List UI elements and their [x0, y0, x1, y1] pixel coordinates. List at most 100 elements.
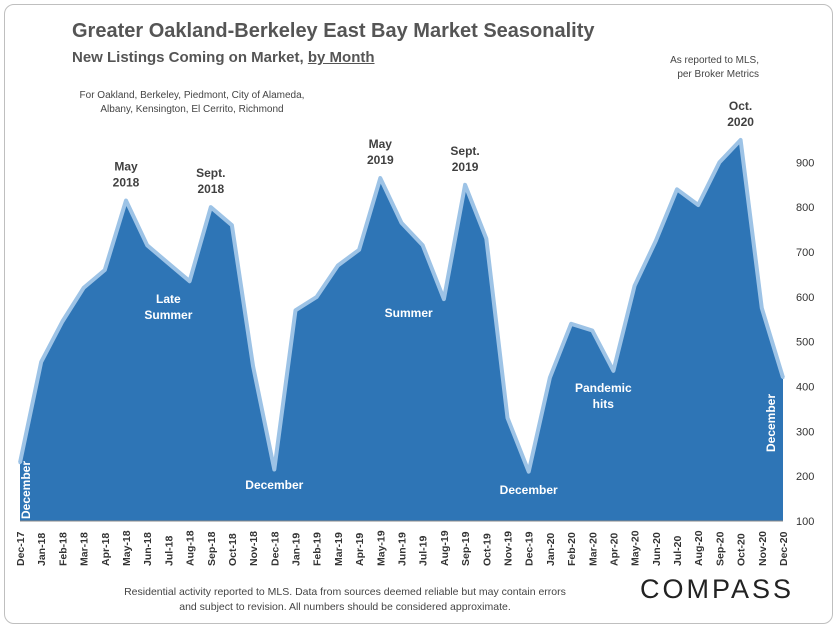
- annotation-label: May: [114, 160, 138, 174]
- x-tick-label: Nov-18: [248, 531, 260, 566]
- y-tick-label: 800: [796, 202, 814, 214]
- annotation-label: 2020: [727, 115, 754, 129]
- x-tick-label: Aug-18: [185, 530, 197, 566]
- x-tick-label: Sep-20: [714, 531, 726, 566]
- data-point: [484, 237, 488, 241]
- x-tick-label: Oct-20: [736, 533, 748, 566]
- y-tick-label: 600: [796, 292, 814, 304]
- x-tick-label: Aug-19: [439, 530, 451, 566]
- x-tick-label: Oct-19: [481, 533, 493, 566]
- cities-note-line: Albany, Kensington, El Cerrito, Richmond: [100, 104, 284, 115]
- data-point: [230, 223, 234, 227]
- annotation-label: December: [500, 483, 558, 497]
- y-tick-label: 200: [796, 471, 814, 483]
- series-area: [20, 140, 783, 521]
- x-tick-label: Jun-19: [397, 532, 409, 566]
- y-tick-label: 700: [796, 247, 814, 259]
- x-tick-label: Jun-18: [142, 532, 154, 566]
- data-point: [145, 243, 149, 247]
- x-tick-label: May-18: [121, 530, 133, 566]
- data-point: [315, 295, 319, 299]
- x-tick-label: Dec-19: [524, 531, 536, 566]
- source-note-line: per Broker Metrics: [677, 69, 759, 80]
- annotation-label: 2018: [197, 182, 224, 196]
- data-point: [548, 376, 552, 380]
- data-point: [569, 322, 573, 326]
- chart-subtitle: New Listings Coming on Market, by Month: [72, 49, 375, 66]
- annotation-label: Summer: [385, 306, 433, 320]
- x-tick-label: Jul-20: [672, 535, 684, 566]
- data-point: [60, 320, 64, 323]
- x-tick-label: Feb-18: [57, 532, 69, 566]
- x-tick-label: Mar-18: [79, 532, 91, 566]
- x-tick-label: Jan-20: [545, 533, 557, 566]
- x-tick-label: Jul-19: [418, 535, 430, 566]
- x-tick-label: May-19: [375, 530, 387, 566]
- annotation-label: 2019: [452, 160, 479, 174]
- y-tick-label: 900: [796, 157, 814, 169]
- data-point: [18, 461, 22, 465]
- annotation-label: hits: [593, 397, 615, 411]
- data-point: [166, 261, 170, 265]
- x-tick-label: Dec-20: [778, 531, 790, 566]
- annotation-label: 2019: [367, 153, 394, 167]
- data-point: [82, 286, 86, 290]
- x-tick-label: Dec-18: [269, 531, 281, 566]
- data-point: [103, 268, 107, 272]
- x-tick-label: Mar-20: [587, 532, 599, 566]
- compass-logo: COMPASS: [640, 574, 795, 604]
- data-point: [124, 199, 128, 202]
- data-point: [357, 248, 361, 252]
- subtitle-link[interactable]: by Month: [307, 49, 375, 66]
- data-point: [633, 284, 637, 288]
- data-point: [272, 468, 276, 471]
- data-point: [506, 416, 509, 420]
- x-tick-label: Feb-20: [566, 532, 578, 566]
- x-tick-label: Sep-18: [206, 531, 218, 566]
- y-tick-label: 500: [796, 337, 814, 349]
- data-point: [442, 297, 446, 301]
- x-tick-label: Oct-18: [227, 533, 239, 566]
- annotation-label: Sept.: [196, 166, 225, 180]
- x-tick-label: Jan-18: [36, 533, 48, 566]
- data-point: [696, 203, 700, 207]
- y-tick-label: 400: [796, 382, 814, 394]
- annotation-label: Late: [156, 292, 181, 306]
- y-tick-label: 300: [796, 426, 814, 438]
- annotation-label: Oct.: [729, 99, 752, 113]
- x-tick-label: Jul-18: [163, 535, 175, 566]
- data-point: [209, 205, 213, 209]
- data-point: [739, 138, 743, 142]
- annotation-label: December: [764, 394, 778, 452]
- annotation-label: Pandemic: [575, 381, 632, 395]
- annotation-label: December: [245, 478, 303, 492]
- data-point: [400, 221, 403, 225]
- data-point: [39, 360, 43, 364]
- x-tick-label: Nov-20: [757, 531, 769, 566]
- footer-note-line: and subject to revision. All numbers sho…: [179, 601, 511, 613]
- annotation-label: 2018: [113, 176, 140, 190]
- cities-note-line: For Oakland, Berkeley, Piedmont, City of…: [79, 90, 305, 101]
- x-tick-label: Apr-18: [100, 533, 112, 566]
- x-tick-label: Feb-19: [312, 532, 324, 566]
- subtitle-main: New Listings Coming on Market,: [72, 49, 304, 66]
- data-point: [336, 264, 340, 267]
- x-tick-label: Nov-19: [503, 531, 515, 566]
- x-tick-label: Aug-20: [693, 530, 705, 566]
- footer-note-line: Residential activity reported to MLS. Da…: [124, 586, 566, 598]
- data-point: [251, 364, 255, 368]
- x-tick-label: Mar-19: [333, 532, 345, 566]
- data-point: [421, 243, 425, 247]
- data-point: [675, 187, 679, 191]
- data-point: [781, 376, 785, 380]
- data-point: [760, 306, 764, 310]
- x-tick-label: Sep-19: [460, 531, 472, 566]
- data-point: [378, 176, 382, 180]
- data-point: [463, 183, 467, 187]
- data-point: [654, 239, 658, 243]
- x-tick-label: Jun-20: [651, 532, 663, 566]
- x-tick-label: Apr-20: [608, 533, 620, 566]
- cities-note: For Oakland, Berkeley, Piedmont, City of…: [62, 89, 322, 117]
- data-point: [717, 160, 721, 164]
